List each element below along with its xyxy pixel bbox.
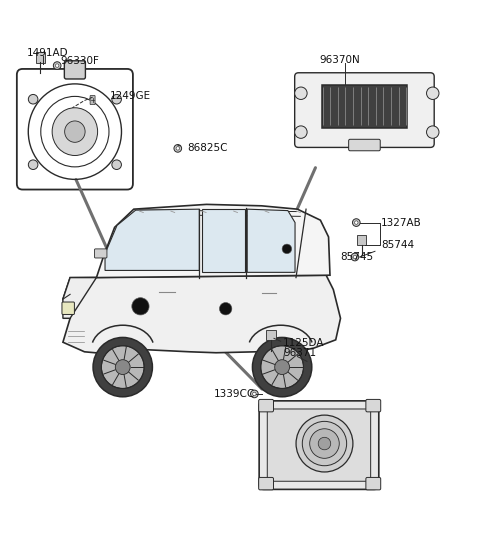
Circle shape [28,160,38,170]
Text: 86825C: 86825C [187,143,228,153]
FancyBboxPatch shape [17,69,133,189]
FancyBboxPatch shape [357,235,366,245]
Circle shape [282,244,292,254]
Text: 1339CC: 1339CC [214,389,255,399]
FancyBboxPatch shape [322,85,407,128]
FancyBboxPatch shape [95,249,107,258]
Text: 85744: 85744 [381,240,414,250]
Circle shape [352,219,360,226]
Polygon shape [96,204,330,278]
Circle shape [174,144,181,152]
FancyBboxPatch shape [36,52,45,63]
Text: 96370N: 96370N [319,55,360,65]
Text: 1249GE: 1249GE [110,91,151,101]
Text: 1125DA: 1125DA [283,338,324,348]
Polygon shape [63,278,96,318]
Circle shape [93,338,153,397]
FancyBboxPatch shape [259,399,274,412]
Circle shape [56,64,59,67]
Circle shape [427,126,439,138]
FancyBboxPatch shape [366,399,381,412]
Polygon shape [63,275,340,354]
Circle shape [252,338,312,397]
FancyBboxPatch shape [62,302,74,315]
Circle shape [176,147,180,150]
Text: 1491AD: 1491AD [27,48,69,58]
Ellipse shape [65,121,85,142]
Polygon shape [202,209,245,272]
Circle shape [355,221,358,225]
Circle shape [53,62,61,69]
FancyBboxPatch shape [64,61,85,79]
Circle shape [295,87,307,100]
Circle shape [275,360,289,375]
Circle shape [101,346,144,389]
Polygon shape [247,209,295,272]
FancyBboxPatch shape [259,401,379,489]
Circle shape [252,392,256,395]
Circle shape [296,415,353,472]
Ellipse shape [52,108,97,156]
Circle shape [28,95,38,104]
Circle shape [302,421,347,466]
FancyBboxPatch shape [366,478,381,490]
FancyBboxPatch shape [267,409,371,481]
Circle shape [115,360,130,375]
Circle shape [251,390,258,398]
Text: 85745: 85745 [340,252,373,262]
Circle shape [427,87,439,100]
Circle shape [353,255,357,259]
Text: 1327AB: 1327AB [381,218,422,227]
FancyBboxPatch shape [90,96,95,105]
Circle shape [132,298,149,315]
FancyBboxPatch shape [266,330,276,340]
FancyBboxPatch shape [348,139,380,151]
Text: 96330F: 96330F [60,56,99,66]
FancyBboxPatch shape [295,73,434,147]
Circle shape [295,126,307,138]
Text: 96371: 96371 [283,348,316,358]
Circle shape [112,95,121,104]
Circle shape [219,302,232,315]
Circle shape [112,160,121,170]
Circle shape [318,437,331,450]
FancyBboxPatch shape [259,478,274,490]
Polygon shape [105,209,199,270]
Circle shape [351,253,359,261]
Circle shape [310,429,339,458]
Circle shape [261,346,303,389]
